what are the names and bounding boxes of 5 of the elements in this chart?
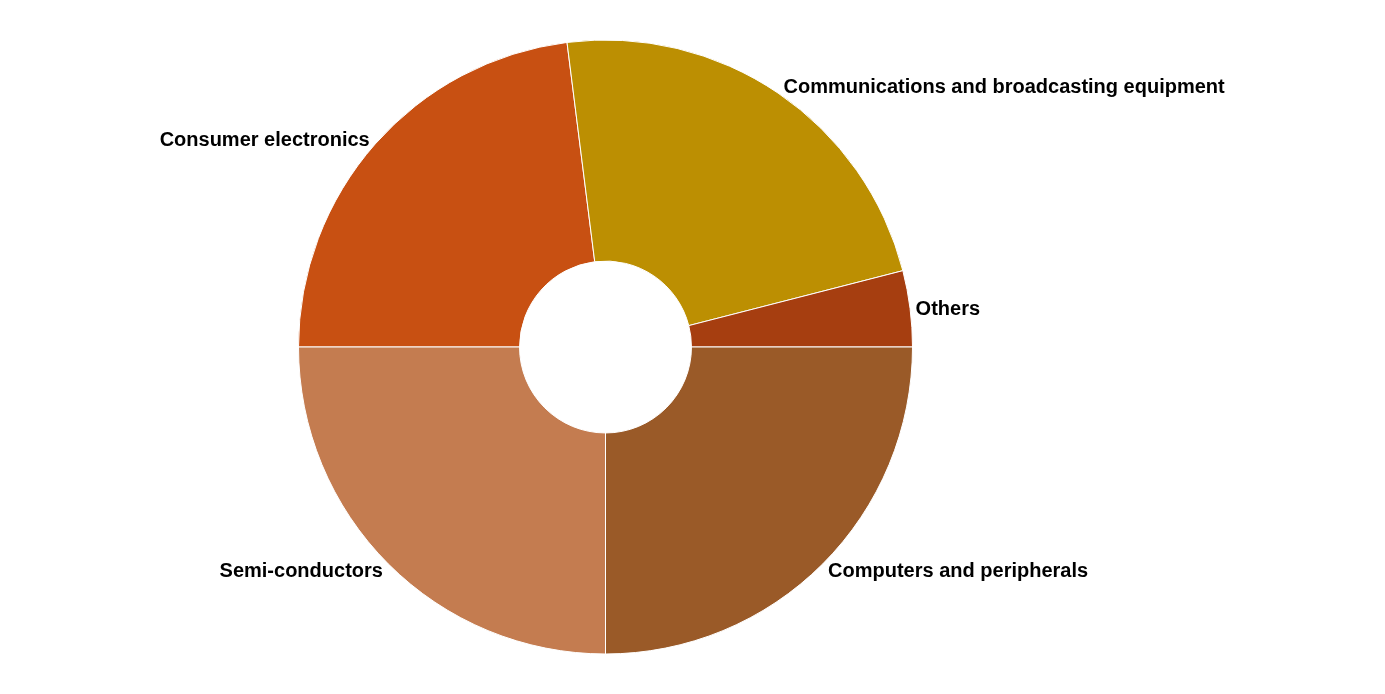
- slice-label: Computers and peripherals: [828, 558, 1089, 581]
- slice-label: Communications and broadcasting equipment: [783, 74, 1226, 97]
- slice-label: Others: [915, 297, 981, 320]
- slice-label: Consumer electronics: [159, 128, 370, 151]
- slice-label: Semi-conductors: [219, 558, 383, 581]
